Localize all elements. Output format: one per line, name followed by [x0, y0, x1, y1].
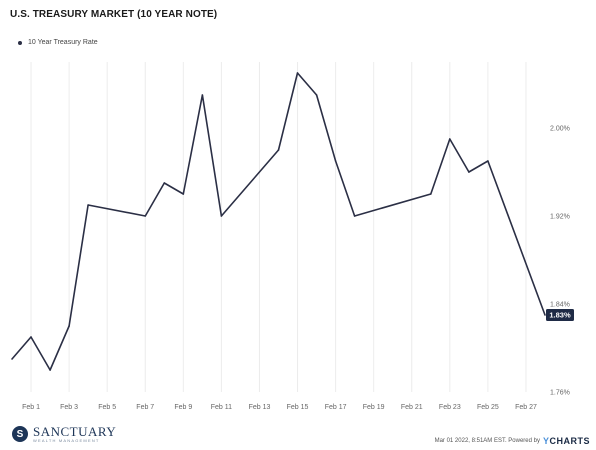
- legend-label: 10 Year Treasury Rate: [28, 39, 98, 46]
- data-point-12: [315, 94, 318, 96]
- x-tick-label: Feb 11: [211, 404, 232, 411]
- chart-footer: Mar 01 2022, 8:51AM EST. Powered by YCHA…: [435, 436, 590, 446]
- grid-lines: [30, 62, 527, 392]
- data-point-4: [87, 204, 89, 206]
- x-tick-label: Feb 3: [60, 404, 78, 411]
- data-point-7: [182, 193, 185, 195]
- x-tick-label: Feb 1: [22, 404, 40, 411]
- data-point-13: [334, 160, 337, 162]
- x-tick-label: Feb 5: [98, 404, 116, 411]
- last-value-badge-layer: 1.83%: [546, 309, 574, 321]
- data-point-8: [201, 94, 204, 96]
- x-tick-label: Feb 21: [401, 404, 423, 411]
- data-point-11: [296, 72, 299, 74]
- chart-legend: 10 Year Treasury Rate: [18, 39, 98, 46]
- logo-mark-icon: S: [12, 426, 28, 442]
- sanctuary-logo: S SANCTUARY WEALTH MANAGEMENT: [12, 425, 116, 443]
- last-value-badge: [546, 309, 574, 321]
- data-point-16: [449, 138, 451, 140]
- logo-name: SANCTUARY: [33, 424, 117, 439]
- x-axis-labels: Feb 1 Feb 3 Feb 5 Feb 7 Feb 9 Feb 11 Feb 13 Feb…: [22, 404, 537, 411]
- data-point-1: [30, 336, 32, 338]
- y-axis-labels: 1.76% 1.84% 1.92% 2.00%: [550, 126, 570, 397]
- data-point-3: [68, 325, 70, 327]
- y-tick-label: 1.92%: [550, 214, 570, 221]
- x-tick-label: Feb 25: [477, 404, 499, 411]
- ycharts-logo: YCHARTS: [542, 436, 590, 446]
- data-point-6: [163, 182, 166, 184]
- y-tick-label: 2.00%: [550, 126, 570, 133]
- last-value-label: 1.83%: [549, 311, 571, 320]
- footer-timestamp: Mar 01 2022, 8:51AM EST. Powered by: [434, 438, 540, 444]
- data-point-5: [144, 215, 147, 217]
- data-point-18: [487, 160, 489, 162]
- x-tick-label: Feb 23: [439, 404, 461, 411]
- y-tick-label: 1.76%: [550, 390, 570, 397]
- data-point-15: [429, 193, 432, 195]
- series-line-layer: [11, 72, 546, 371]
- x-tick-label: Feb 19: [363, 404, 385, 411]
- data-point-19: [544, 314, 546, 316]
- data-point-14: [353, 215, 356, 217]
- legend-marker: [18, 40, 22, 45]
- x-tick-label: Feb 7: [136, 404, 154, 411]
- data-point-9: [220, 215, 223, 217]
- x-tick-label: Feb 13: [249, 404, 271, 411]
- chart-title: U.S. TREASURY MARKET (10 YEAR NOTE): [10, 9, 218, 20]
- x-tick-label: Feb 15: [287, 404, 309, 411]
- series-line-10-year-treasury-rate: [11, 72, 546, 371]
- data-point-2: [49, 369, 51, 371]
- logo-subtitle: WEALTH MANAGEMENT: [33, 438, 100, 443]
- data-point-17: [468, 171, 470, 173]
- x-tick-label: Feb 9: [174, 404, 192, 411]
- y-tick-label: 1.84%: [550, 302, 570, 309]
- data-point-0: [11, 358, 13, 360]
- data-point-10: [277, 149, 280, 151]
- x-tick-label: Feb 27: [515, 404, 537, 411]
- x-tick-label: Feb 17: [325, 404, 347, 411]
